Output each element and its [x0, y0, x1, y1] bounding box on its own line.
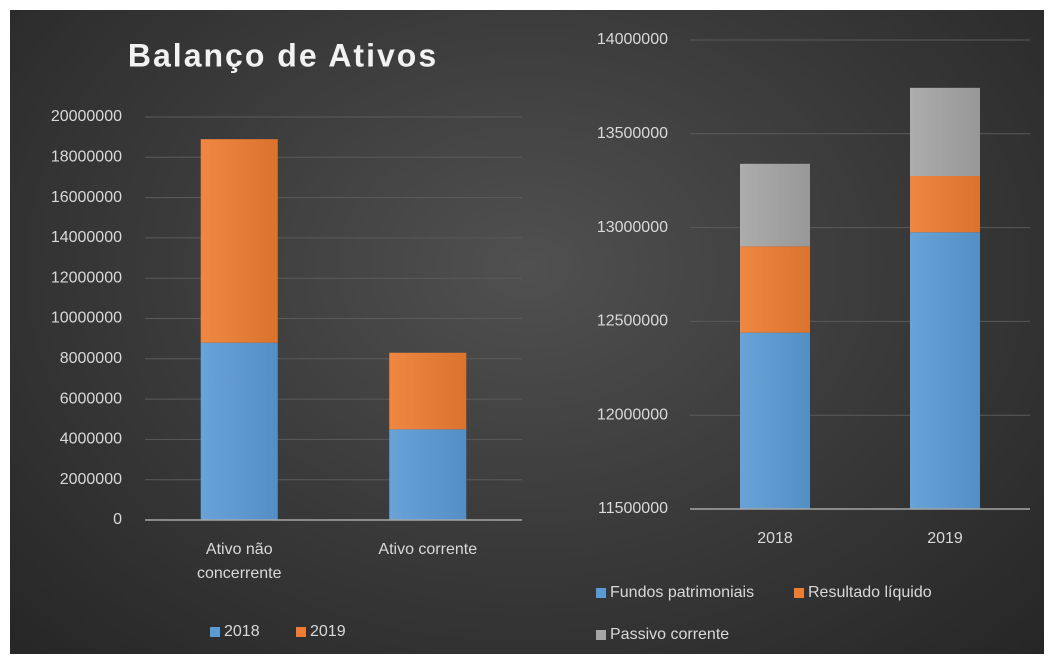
- legend-swatch: [296, 627, 306, 637]
- bar-segment: [740, 246, 810, 333]
- legend-swatch: [794, 588, 804, 598]
- bar-segment: [389, 429, 467, 520]
- y-tick-label: 18000000: [51, 149, 122, 166]
- x-tick-label: Ativo corrente: [378, 541, 478, 558]
- x-tick-label: 2018: [757, 530, 793, 547]
- x-tick-label: Ativo não concerrente: [197, 541, 282, 582]
- legend-label: Fundos patrimoniais: [610, 584, 754, 601]
- y-tick-label: 11500000: [598, 500, 668, 517]
- legend-swatch: [210, 627, 220, 637]
- y-tick-label: 4000000: [60, 431, 122, 448]
- bar-segment: [200, 139, 278, 343]
- y-tick-label: 12000000: [51, 269, 122, 286]
- y-tick-label: 13000000: [597, 219, 668, 236]
- bar-segment: [389, 352, 467, 430]
- x-tick-label: 2019: [927, 530, 963, 547]
- y-tick-label: 12500000: [597, 313, 668, 330]
- legend-swatch: [596, 630, 606, 640]
- y-tick-label: 2000000: [60, 471, 122, 488]
- y-tick-label: 14000000: [51, 229, 122, 246]
- y-tick-label: 14000000: [597, 31, 668, 48]
- bar-segment: [200, 342, 278, 520]
- dashboard: Balanço de Ativos 0 2000000 4000000 6000000…: [10, 10, 1044, 654]
- bar-segment: [910, 232, 980, 510]
- y-tick-label: 20000000: [51, 108, 122, 125]
- legend-label: 2018: [224, 623, 260, 640]
- bar-segment: [910, 176, 980, 233]
- legend-label: 2019: [310, 623, 346, 640]
- y-tick-label: 6000000: [60, 390, 122, 407]
- bar-segment: [910, 87, 980, 177]
- y-tick-label: 8000000: [60, 350, 122, 367]
- bar-segment: [740, 332, 810, 509]
- y-tick-label: 13500000: [597, 125, 668, 142]
- legend-swatch: [596, 588, 606, 598]
- y-tick-label: 16000000: [51, 189, 122, 206]
- chart-title: Balanço de Ativos: [128, 37, 438, 73]
- legend-label: Passivo corrente: [610, 626, 729, 643]
- legend-label: Resultado líquido: [808, 584, 932, 601]
- y-tick-label: 10000000: [51, 310, 122, 327]
- y-tick-label: 12000000: [597, 406, 668, 423]
- bar-segment: [740, 163, 810, 247]
- y-tick-label: 0: [113, 511, 122, 528]
